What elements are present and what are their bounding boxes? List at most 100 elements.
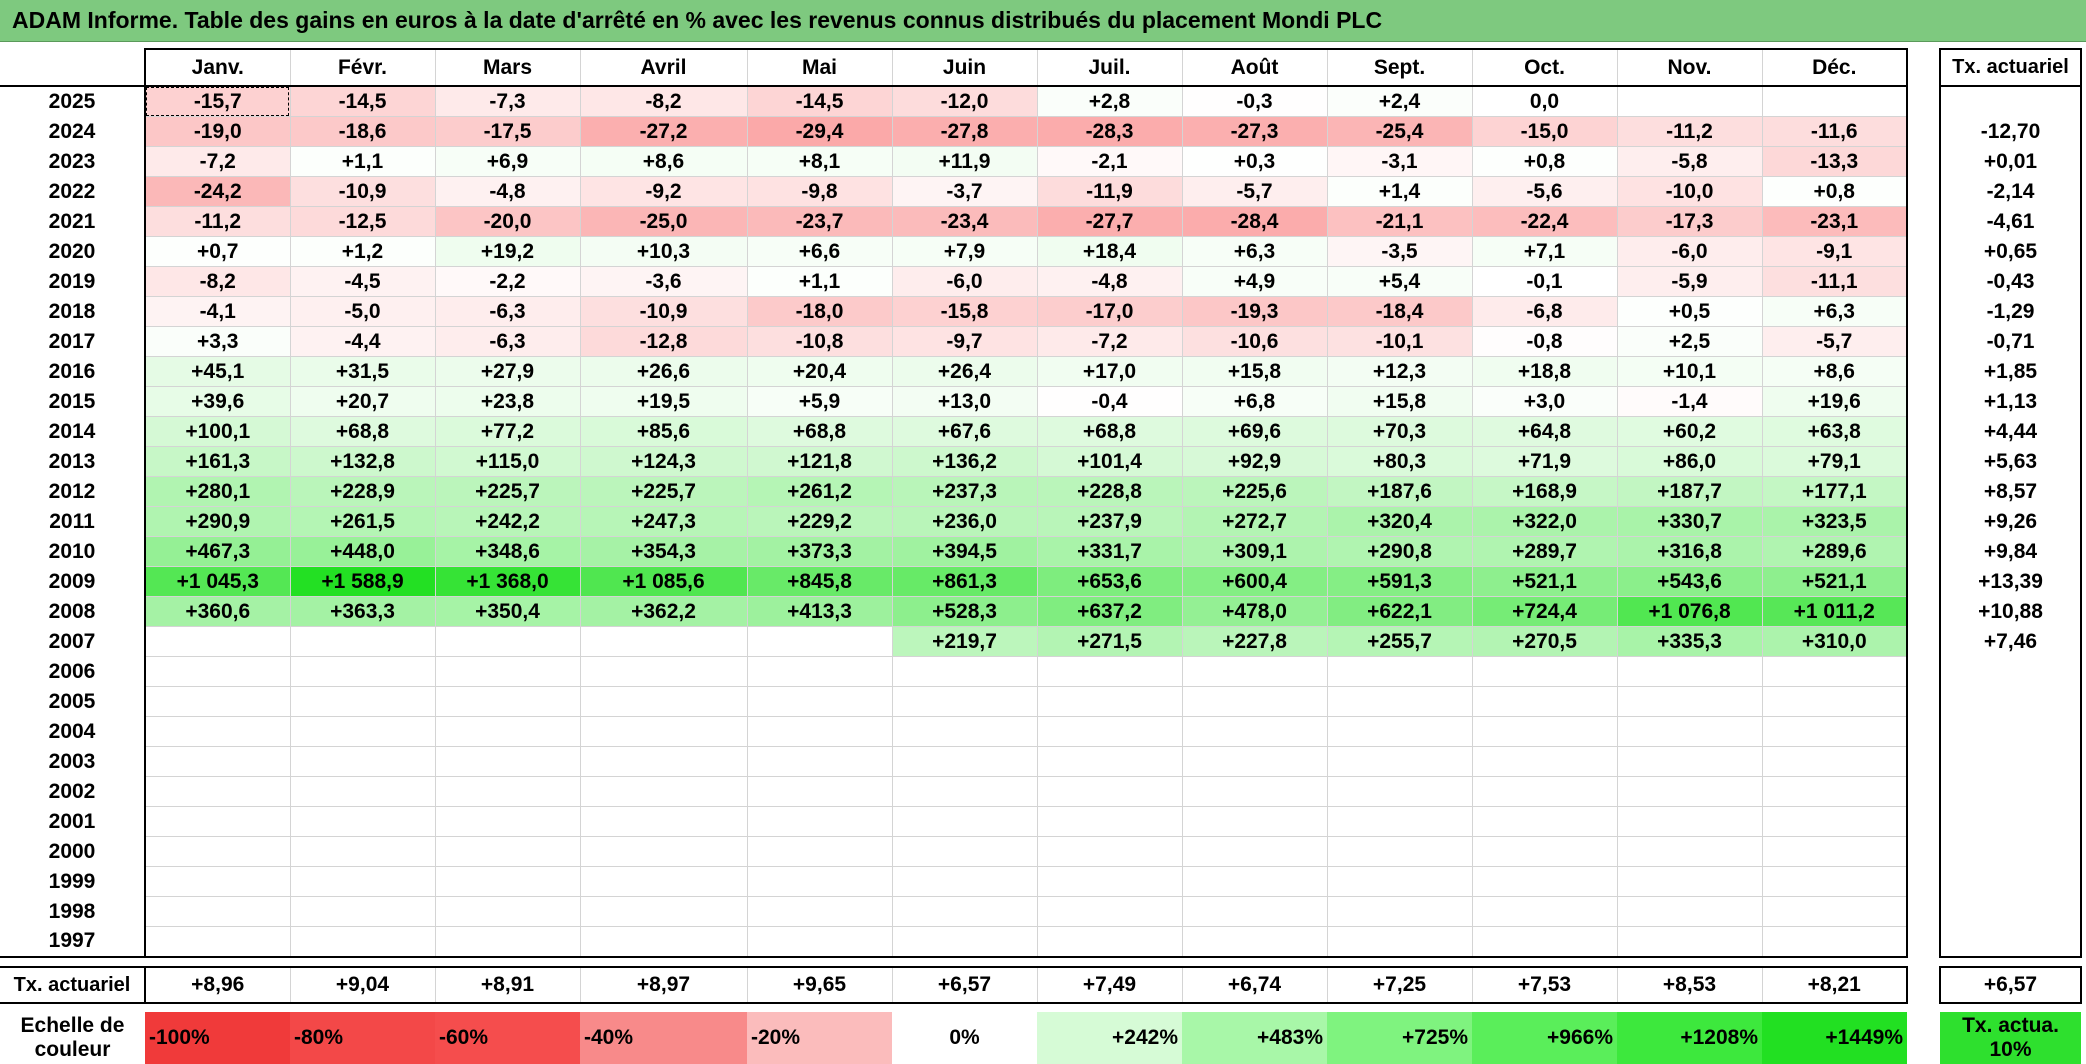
gain-cell	[747, 896, 893, 927]
gain-cell: +80,3	[1327, 446, 1473, 477]
gain-cell	[747, 836, 893, 867]
gain-cell	[290, 836, 436, 867]
gain-cell: +271,5	[1037, 626, 1183, 657]
gain-cell: -18,4	[1327, 296, 1473, 327]
gain-cell: +8,6	[580, 146, 748, 177]
gain-cell: +272,7	[1182, 506, 1328, 537]
gain-cell: -5,8	[1617, 146, 1763, 177]
gap-cell	[1907, 686, 1940, 717]
table-row: 2015 +39,6 +20,7 +23,8 +19,5 +5,9 +13,0 -0,4 +6,…	[0, 386, 2082, 417]
annual-rate-cell: -1,29	[1939, 296, 2082, 327]
gain-cell: -11,2	[145, 206, 291, 237]
gain-cell: +242,2	[435, 506, 581, 537]
gain-cell: +1 085,6	[580, 566, 748, 597]
gain-cell: +7,1	[1472, 236, 1618, 267]
gain-cell	[892, 806, 1038, 837]
gain-cell: +637,2	[1037, 596, 1183, 627]
year-label: 2012	[0, 476, 146, 507]
gain-cell: +0,3	[1182, 146, 1328, 177]
annual-rate-cell: -12,70	[1939, 116, 2082, 147]
gain-cell: +1,1	[747, 266, 893, 297]
annual-header: Tx. actuariel	[1939, 48, 2082, 87]
gain-cell	[145, 686, 291, 717]
gap-cell	[1907, 146, 1940, 177]
gap-cell	[1907, 926, 1940, 957]
month-rate-cell: +9,04	[290, 966, 436, 1004]
year-label: 2025	[0, 86, 146, 117]
gain-cell: +323,5	[1762, 506, 1908, 537]
gain-cell: +289,7	[1472, 536, 1618, 567]
gain-cell: +0,8	[1472, 146, 1618, 177]
gap-cell	[1907, 506, 1940, 537]
gain-cell: +237,9	[1037, 506, 1183, 537]
gain-cell: -7,2	[1037, 326, 1183, 357]
gap-cell	[1907, 836, 1940, 867]
gain-cell: +622,1	[1327, 596, 1473, 627]
month-header: Déc.	[1762, 48, 1908, 87]
month-header: Mars	[435, 48, 581, 87]
gain-cell	[290, 656, 436, 687]
gain-cell: +67,6	[892, 416, 1038, 447]
month-rate-cell: +8,21	[1762, 966, 1908, 1004]
gain-cell	[580, 866, 748, 897]
gain-cell: +45,1	[145, 356, 291, 387]
gain-cell: +68,8	[747, 416, 893, 447]
month-rate-cell: +9,65	[747, 966, 893, 1004]
table-row: 2008 +360,6 +363,3 +350,4 +362,2 +413,3 +528,3…	[0, 596, 2082, 627]
gain-cell: +0,7	[145, 236, 291, 267]
gain-cell: -5,6	[1472, 176, 1618, 207]
year-label: 2020	[0, 236, 146, 267]
gain-cell	[1327, 776, 1473, 807]
table-row: 1999	[0, 866, 2082, 897]
year-label: 2015	[0, 386, 146, 417]
year-label: 2023	[0, 146, 146, 177]
gain-cell	[1037, 806, 1183, 837]
gain-cell: -29,4	[747, 116, 893, 147]
gain-cell	[1037, 836, 1183, 867]
gain-cell: -17,3	[1617, 206, 1763, 237]
gain-cell	[1327, 836, 1473, 867]
gain-cell: +225,7	[435, 476, 581, 507]
gain-cell: +521,1	[1472, 566, 1618, 597]
gain-cell	[290, 746, 436, 777]
annual-rate-cell: +1,85	[1939, 356, 2082, 387]
gain-cell: -23,4	[892, 206, 1038, 237]
color-scale-swatch: +966%	[1472, 1012, 1617, 1064]
gain-cell	[435, 716, 581, 747]
color-scale-swatch: +725%	[1327, 1012, 1472, 1064]
month-header: Oct.	[1472, 48, 1618, 87]
gain-cell: -19,0	[145, 116, 291, 147]
color-scale-swatch: +483%	[1182, 1012, 1327, 1064]
gain-cell	[1762, 836, 1908, 867]
gain-cell: +101,4	[1037, 446, 1183, 477]
year-label: 1998	[0, 896, 146, 927]
gain-cell	[1037, 686, 1183, 717]
gain-cell: -9,1	[1762, 236, 1908, 267]
gain-cell: +0,5	[1617, 296, 1763, 327]
gain-cell: +39,6	[145, 386, 291, 417]
gain-cell: +64,8	[1472, 416, 1618, 447]
gain-cell: -27,8	[892, 116, 1038, 147]
table-row: 2016 +45,1 +31,5 +27,9 +26,6 +20,4 +26,4 +17,0 +…	[0, 356, 2082, 387]
gain-cell: +8,6	[1762, 356, 1908, 387]
gain-cell	[1762, 806, 1908, 837]
annual-scale-swatch: Tx. actua. 10%	[1940, 1012, 2081, 1064]
gain-cell	[1472, 776, 1618, 807]
gain-cell	[1472, 746, 1618, 777]
spacer-cell	[1472, 957, 1617, 967]
gain-cell: -9,8	[747, 176, 893, 207]
spacer-cell	[1907, 957, 1940, 967]
spacer-cell	[1940, 957, 2081, 967]
gain-cell: -17,5	[435, 116, 581, 147]
annual-rate-cell: +0,65	[1939, 236, 2082, 267]
gain-cell	[290, 926, 436, 958]
spacer-cell	[145, 1003, 290, 1012]
gain-cell: -17,0	[1037, 296, 1183, 327]
gain-cell: -7,2	[145, 146, 291, 177]
gain-cell: +724,4	[1472, 596, 1618, 627]
gain-cell: +86,0	[1617, 446, 1763, 477]
gain-cell: +2,4	[1327, 86, 1473, 117]
gain-cell	[1182, 656, 1328, 687]
gain-cell: +362,2	[580, 596, 748, 627]
gain-cell	[580, 806, 748, 837]
